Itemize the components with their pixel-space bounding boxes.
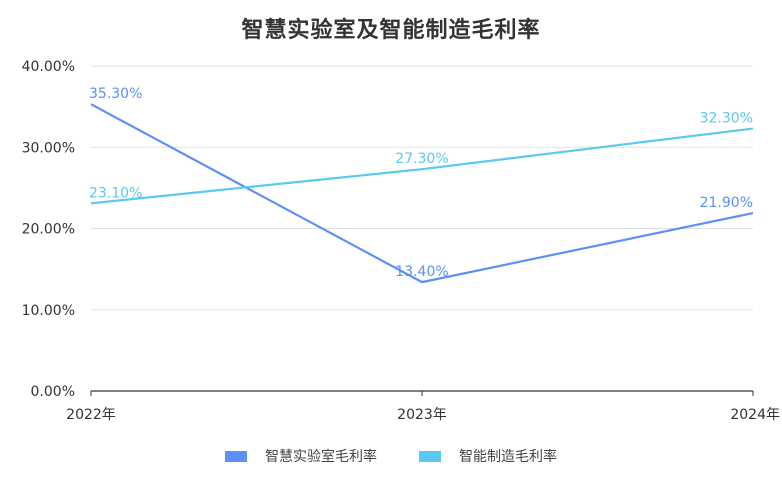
x-tick-label: 2022年 [66,407,116,423]
data-label: 13.40% [395,264,448,280]
chart-title: 智慧实验室及智能制造毛利率 [241,18,541,43]
line-chart: 0.00% 10.00% 20.00% 30.00% 40.00% 2022年 2023年 2… [22,59,780,423]
grid-layer [91,65,753,311]
legend-swatch-lab [225,450,247,462]
legend-label-lab: 智慧实验室毛利率 [265,449,377,465]
legend-swatch-manufacturing [419,450,441,462]
data-label: 21.90% [700,195,753,211]
y-tick-label: 10.00% [22,303,75,319]
series-line-0 [90,103,754,284]
legend-item-lab[interactable]: 智慧实验室毛利率 [225,446,377,466]
data-label: 32.30% [700,111,753,127]
series-layer [90,103,754,284]
data-label: 23.10% [89,185,142,201]
data-label: 35.30% [89,86,142,102]
legend-label-manufacturing: 智能制造毛利率 [459,449,557,465]
legend-item-manufacturing[interactable]: 智能制造毛利率 [419,446,557,466]
data-label: 27.30% [395,151,448,167]
series-line-1 [90,127,754,205]
axis-layer: 0.00% 10.00% 20.00% 30.00% 40.00% 2022年 2023年 2… [22,59,780,423]
y-tick-label: 30.00% [22,140,75,156]
label-layer: 35.30% 13.40% 21.90% 23.10% 27.30% 32.30% [89,86,753,280]
x-tick-label: 2023年 [397,407,447,423]
x-tick-label: 2024年 [730,407,780,423]
chart-legend: 智慧实验室毛利率 智能制造毛利率 [0,446,782,466]
y-tick-label: 40.00% [22,59,75,75]
y-tick-label: 0.00% [31,384,75,400]
y-tick-label: 20.00% [22,222,75,238]
